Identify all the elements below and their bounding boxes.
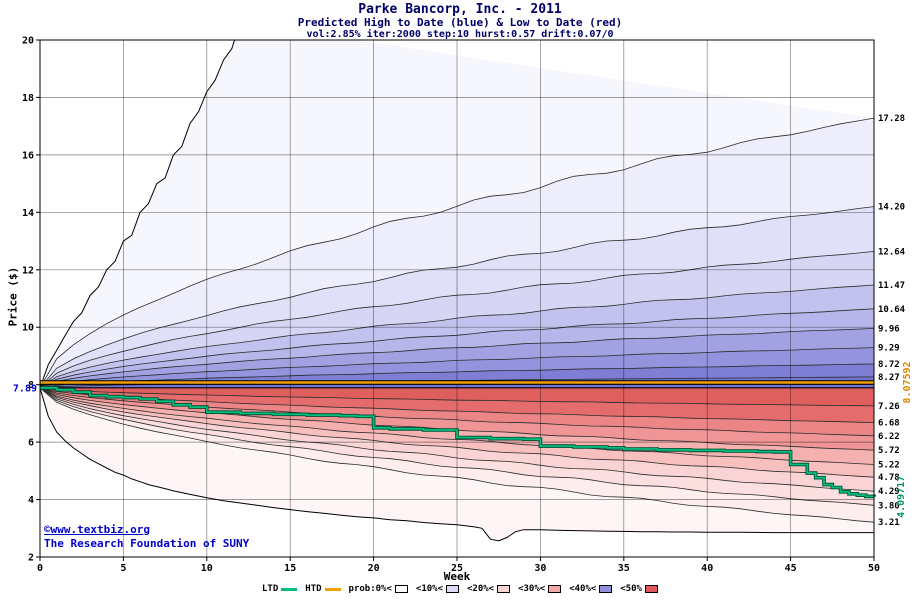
price-label-high: 14.20 [878,203,905,213]
legend-swatch [324,587,341,591]
band-low [40,387,874,541]
x-tick-label: 15 [284,563,296,574]
band-high [40,206,874,388]
band-low [40,387,874,451]
legend-item: <30%< [518,584,562,594]
price-label-low: 4.29 [878,487,900,497]
price-label-low: 7.26 [878,402,900,412]
price-label-low: 5.22 [878,461,900,471]
band-low [40,387,874,465]
band-high [40,285,874,388]
x-tick-label: 50 [868,563,880,574]
legend-swatch [548,585,562,593]
x-tick-label: 0 [37,563,43,574]
price-label-high: 9.29 [878,344,900,354]
legend-item: <40%< [569,584,613,594]
y-tick-label: 10 [22,323,34,334]
legend-item: HTD [305,584,341,594]
ltd-line [40,386,875,498]
legend-label: <10%< [415,584,443,594]
legend-label: <20%< [467,584,495,594]
band-high [40,40,874,388]
x-tick-label: 45 [785,563,797,574]
y-tick-label: 14 [22,208,34,219]
price-label-low: 6.68 [878,419,900,429]
htd-value-label: 8.07592 [902,361,913,403]
price-label-low: 3.80 [878,501,900,511]
credit-link-textbiz[interactable]: ©www.textbiz.org [44,523,150,536]
legend-swatch [446,585,459,593]
legend-item: prob:0%< [349,584,408,594]
band-low [40,387,874,523]
x-tick-label: 20 [368,563,380,574]
legend-item: <50% [620,584,658,594]
price-label-low: 4.78 [878,473,900,483]
price-label-high: 8.27 [878,373,900,383]
credit-link-suny[interactable]: The Research Foundation of SUNY [44,537,250,550]
legend-label: LTD [262,584,279,594]
legend-label: <50% [620,584,642,594]
price-label-high: 10.64 [878,305,906,315]
price-label-low: 3.21 [878,518,900,528]
price-label-high: 8.72 [878,360,900,370]
band-high [40,308,874,388]
y-tick-label: 2 [28,553,34,564]
price-label-low: 6.22 [878,432,900,442]
x-tick-label: 10 [201,563,213,574]
y-tick-label: 20 [22,36,34,47]
x-tick-label: 5 [120,563,126,574]
legend-label: <30%< [518,584,546,594]
y-tick-label: 8 [28,380,34,391]
legend-label: prob:0%< [348,584,392,594]
y-axis-title: Price ($) [6,266,20,327]
x-tick-label: 30 [534,563,546,574]
price-label-high: 9.96 [878,324,900,334]
x-tick-label: 35 [618,563,630,574]
legend-swatch [281,587,298,591]
legend-item: <20%< [467,584,511,594]
ltd-value-label: 4.09717 [896,476,907,518]
x-tick-label: 25 [451,563,463,574]
y-tick-label: 16 [22,150,34,161]
start-price-label: 7.89 [13,383,37,394]
y-tick-label: 18 [22,93,34,104]
x-axis-title: Week [443,570,471,583]
legend-swatch [497,585,511,593]
y-tick-label: 12 [22,265,34,276]
price-label-high: 12.64 [878,247,906,257]
y-tick-label: 6 [28,438,34,449]
x-tick-label: 40 [701,563,713,574]
legend-label: <40%< [569,584,597,594]
legend-item: <10%< [416,584,459,594]
legend: LTD HTD prob:0%< <10%< <20%< <30%< <40%< <50% [0,584,920,594]
legend-swatch [644,585,658,593]
legend-label: HTD [305,584,322,594]
price-label-low: 5.72 [878,446,900,456]
price-label-high: 17.28 [878,114,905,124]
legend-swatch [599,585,613,593]
band-high [40,251,874,388]
band-low [40,387,874,492]
price-label-high: 11.47 [878,281,905,291]
legend-item: LTD [262,584,298,594]
band-low [40,387,874,478]
legend-swatch [394,585,408,593]
y-tick-label: 4 [28,495,34,506]
